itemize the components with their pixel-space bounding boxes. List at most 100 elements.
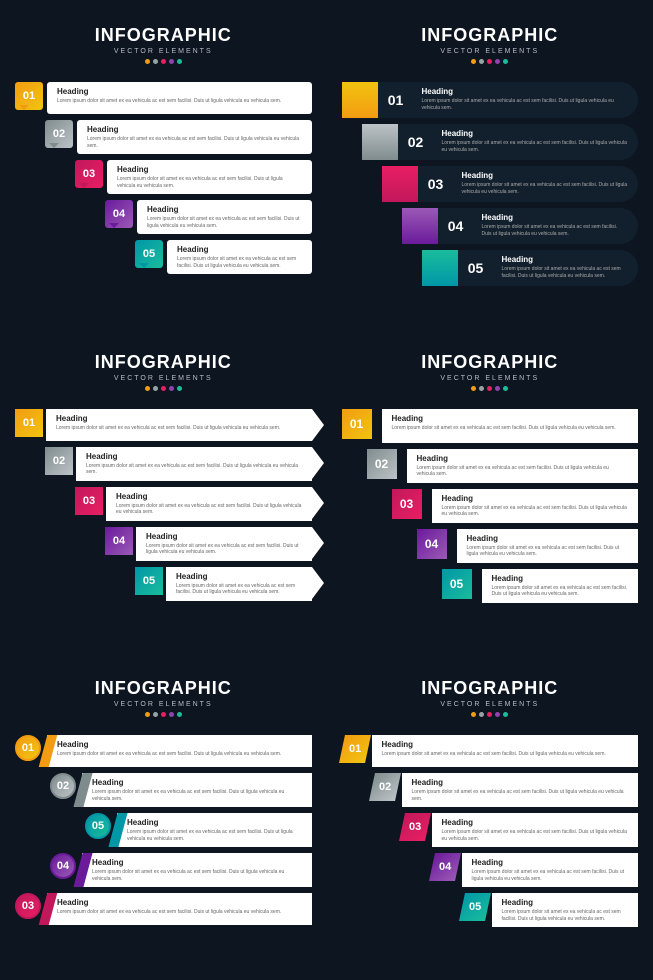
- step-color-tag: [342, 82, 378, 118]
- panel-header: INFOGRAPHIC VECTOR ELEMENTS: [15, 678, 312, 717]
- title: INFOGRAPHIC: [15, 25, 312, 46]
- step-body: Lorem ipsum dolor sit amet ex ea vehicul…: [92, 789, 302, 802]
- step-body: Lorem ipsum dolor sit amet ex ea vehicul…: [176, 583, 302, 596]
- step-content: Heading Lorem ipsum dolor sit amet ex ea…: [474, 208, 639, 244]
- step-content: Heading Lorem ipsum dolor sit amet ex ea…: [167, 240, 312, 274]
- step-row: 05 Heading Lorem ipsum dolor sit amet ex…: [422, 250, 639, 286]
- step-content: Heading Lorem ipsum dolor sit amet ex ea…: [47, 893, 312, 925]
- dots-row: [15, 59, 312, 64]
- step-row: 02 Heading Lorem ipsum dolor sit amet ex…: [50, 773, 312, 807]
- step-heading: Heading: [86, 452, 302, 461]
- infographic-panel-5: INFOGRAPHIC VECTOR ELEMENTS 01 Heading L…: [0, 653, 327, 980]
- step-number-badge: 04: [429, 853, 461, 881]
- step-body: Lorem ipsum dolor sit amet ex ea vehicul…: [502, 266, 629, 279]
- step-heading: Heading: [392, 414, 629, 423]
- step-content: Heading Lorem ipsum dolor sit amet ex ea…: [107, 160, 312, 194]
- steps-list: 01 Heading Lorem ipsum dolor sit amet ex…: [342, 735, 639, 927]
- step-row: 04 Heading Lorem ipsum dolor sit amet ex…: [432, 853, 639, 887]
- step-body: Lorem ipsum dolor sit amet ex ea vehicul…: [472, 869, 629, 882]
- subtitle: VECTOR ELEMENTS: [342, 48, 639, 55]
- header-dot: [503, 59, 508, 64]
- step-color-tag: [422, 250, 458, 286]
- step-row: 02 Heading Lorem ipsum dolor sit amet ex…: [372, 773, 639, 807]
- step-content: Heading Lorem ipsum dolor sit amet ex ea…: [47, 735, 312, 767]
- step-row: 04 Heading Lorem ipsum dolor sit amet ex…: [105, 200, 312, 234]
- panel-header: INFOGRAPHIC VECTOR ELEMENTS: [15, 352, 312, 391]
- step-content: Heading Lorem ipsum dolor sit amet ex ea…: [106, 487, 312, 521]
- step-number-badge: 01: [339, 735, 371, 763]
- step-heading: Heading: [147, 205, 302, 214]
- step-row: 01 Heading Lorem ipsum dolor sit amet ex…: [342, 82, 639, 118]
- step-number-circle: 02: [50, 773, 76, 799]
- step-number-badge: 03: [418, 166, 454, 202]
- step-content: Heading Lorem ipsum dolor sit amet ex ea…: [462, 853, 639, 887]
- step-number-badge: 01: [378, 82, 414, 118]
- step-content: Heading Lorem ipsum dolor sit amet ex ea…: [492, 893, 639, 927]
- step-row: 02 Heading Lorem ipsum dolor sit amet ex…: [45, 447, 312, 481]
- header-dot: [161, 712, 166, 717]
- step-body: Lorem ipsum dolor sit amet ex ea vehicul…: [482, 224, 629, 237]
- step-row: 04 Heading Lorem ipsum dolor sit amet ex…: [402, 208, 639, 244]
- step-row: 03 Heading Lorem ipsum dolor sit amet ex…: [75, 487, 312, 521]
- step-heading: Heading: [92, 778, 302, 787]
- step-row: 05 Heading Lorem ipsum dolor sit amet ex…: [85, 813, 312, 847]
- step-number-badge: 04: [105, 527, 133, 555]
- step-body: Lorem ipsum dolor sit amet ex ea vehicul…: [87, 136, 302, 149]
- step-cube-icon: 04: [417, 529, 451, 563]
- header-dot: [161, 386, 166, 391]
- step-row: 05 Heading Lorem ipsum dolor sit amet ex…: [135, 240, 312, 274]
- step-number-badge: 03: [75, 160, 103, 188]
- step-content: Heading Lorem ipsum dolor sit amet ex ea…: [82, 853, 312, 887]
- title: INFOGRAPHIC: [342, 678, 639, 699]
- step-heading: Heading: [422, 87, 629, 96]
- step-cube-icon: 03: [392, 489, 426, 523]
- step-heading: Heading: [417, 454, 629, 463]
- step-row: 03 Heading Lorem ipsum dolor sit amet ex…: [382, 166, 639, 202]
- step-row: 03 Heading Lorem ipsum dolor sit amet ex…: [15, 893, 312, 925]
- step-number-badge: 03: [399, 813, 431, 841]
- step-row: 04 Heading Lorem ipsum dolor sit amet ex…: [417, 529, 639, 563]
- step-row: 03 Heading Lorem ipsum dolor sit amet ex…: [392, 489, 639, 523]
- subtitle: VECTOR ELEMENTS: [342, 701, 639, 708]
- header-dot: [471, 712, 476, 717]
- infographic-panel-3: INFOGRAPHIC VECTOR ELEMENTS 01 Heading L…: [0, 327, 327, 654]
- step-row: 02 Heading Lorem ipsum dolor sit amet ex…: [362, 124, 639, 160]
- header-dot: [495, 712, 500, 717]
- step-body: Lorem ipsum dolor sit amet ex ea vehicul…: [382, 751, 629, 758]
- step-row: 02 Heading Lorem ipsum dolor sit amet ex…: [367, 449, 639, 483]
- header-dot: [145, 712, 150, 717]
- step-body: Lorem ipsum dolor sit amet ex ea vehicul…: [442, 829, 629, 842]
- header-dot: [153, 712, 158, 717]
- step-body: Lorem ipsum dolor sit amet ex ea vehicul…: [502, 909, 629, 922]
- step-heading: Heading: [442, 129, 629, 138]
- title: INFOGRAPHIC: [342, 25, 639, 46]
- panel-header: INFOGRAPHIC VECTOR ELEMENTS: [342, 678, 639, 717]
- header-dot: [153, 386, 158, 391]
- step-body: Lorem ipsum dolor sit amet ex ea vehicul…: [492, 585, 629, 598]
- step-body: Lorem ipsum dolor sit amet ex ea vehicul…: [57, 909, 302, 916]
- step-heading: Heading: [57, 87, 302, 96]
- step-heading: Heading: [382, 740, 629, 749]
- step-row: 03 Heading Lorem ipsum dolor sit amet ex…: [402, 813, 639, 847]
- steps-list: 01 Heading Lorem ipsum dolor sit amet ex…: [342, 409, 639, 603]
- step-content: Heading Lorem ipsum dolor sit amet ex ea…: [482, 569, 639, 603]
- step-row: 02 Heading Lorem ipsum dolor sit amet ex…: [45, 120, 312, 154]
- dots-row: [15, 386, 312, 391]
- subtitle: VECTOR ELEMENTS: [15, 701, 312, 708]
- step-content: Heading Lorem ipsum dolor sit amet ex ea…: [137, 200, 312, 234]
- header-dot: [495, 386, 500, 391]
- step-content: Heading Lorem ipsum dolor sit amet ex ea…: [407, 449, 639, 483]
- step-number-badge: 01: [15, 409, 43, 437]
- header-dot: [145, 386, 150, 391]
- step-content: Heading Lorem ipsum dolor sit amet ex ea…: [372, 735, 639, 767]
- step-heading: Heading: [87, 125, 302, 134]
- header-dot: [503, 386, 508, 391]
- step-number-badge: 05: [135, 240, 163, 268]
- header-dot: [471, 386, 476, 391]
- header-dot: [503, 712, 508, 717]
- header-dot: [177, 386, 182, 391]
- step-number-badge: 04: [105, 200, 133, 228]
- dots-row: [342, 386, 639, 391]
- step-heading: Heading: [176, 572, 302, 581]
- step-row: 01 Heading Lorem ipsum dolor sit amet ex…: [15, 82, 312, 114]
